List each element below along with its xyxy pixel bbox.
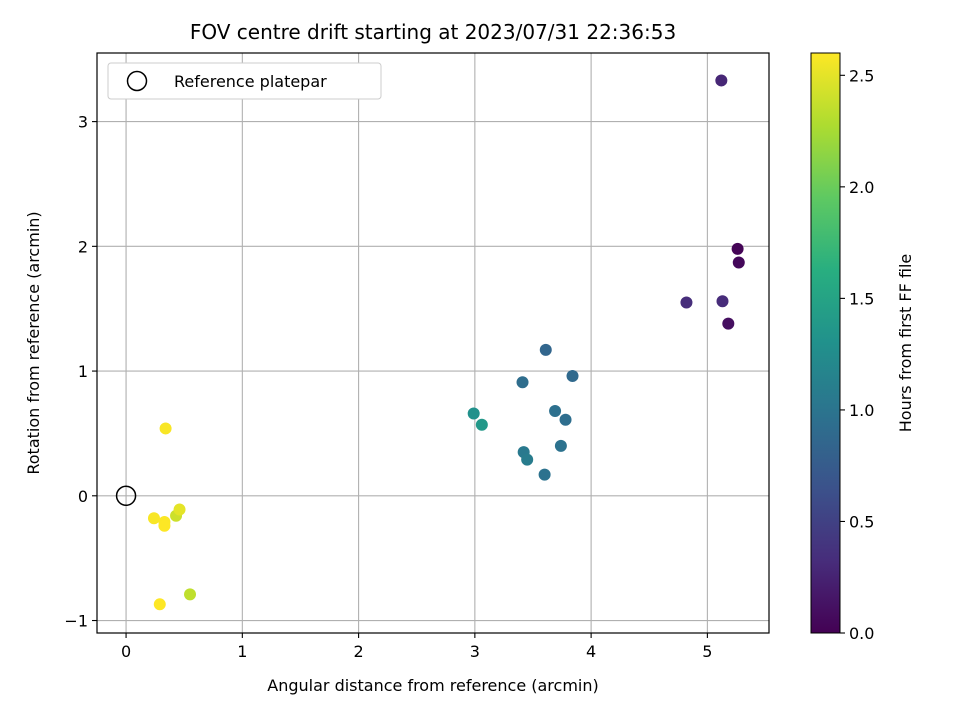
- colorbar-tick-label: 0.0: [849, 624, 874, 643]
- data-point: [732, 256, 745, 269]
- y-tick-label: 0: [78, 487, 88, 506]
- data-point: [521, 453, 534, 466]
- x-tick-label: 0: [121, 642, 131, 661]
- grid: [97, 53, 769, 633]
- data-point: [173, 503, 186, 516]
- colorbar-label: Hours from first FF file: [896, 254, 915, 433]
- data-point: [549, 404, 562, 417]
- x-tick-label: 1: [237, 642, 247, 661]
- x-tick-label: 3: [470, 642, 480, 661]
- chart-title: FOV centre drift starting at 2023/07/31 …: [190, 20, 676, 44]
- colorbar-tick-label: 2.0: [849, 178, 874, 197]
- colorbar-tick-label: 0.5: [849, 512, 874, 531]
- data-point: [467, 407, 480, 420]
- colorbar-tick-label: 2.5: [849, 66, 874, 85]
- y-tick-label: −1: [64, 612, 88, 631]
- data-point: [159, 422, 172, 435]
- y-axis: −1 0 1 2 3: [64, 113, 97, 631]
- legend-label: Reference platepar: [174, 72, 327, 91]
- colorbar-gradient: [810, 52, 841, 634]
- data-points: [115, 74, 745, 611]
- colorbar-ticks: 0.0 0.5 1.0 1.5 2.0 2.5: [840, 66, 874, 643]
- data-point: [538, 468, 551, 481]
- legend-marker-open-circle: [126, 70, 148, 92]
- x-tick-label: 4: [586, 642, 596, 661]
- data-point: [184, 588, 197, 601]
- colorbar-tick-label: 1.0: [849, 401, 874, 420]
- legend: Reference platepar: [107, 62, 382, 100]
- data-point: [722, 317, 735, 330]
- data-point: [566, 370, 579, 383]
- legend-box: [107, 62, 382, 100]
- plot-frame: [96, 52, 770, 634]
- data-point: [475, 418, 488, 431]
- data-point: [559, 413, 572, 426]
- plot-background: [97, 53, 769, 633]
- x-tick-label: 2: [353, 642, 363, 661]
- x-axis-label: Angular distance from reference (arcmin): [267, 676, 598, 695]
- x-axis: 0 1 2 3 4 5: [121, 633, 712, 661]
- colorbar-tick-label: 1.5: [849, 289, 874, 308]
- plot-area: [96, 52, 770, 634]
- y-tick-label: 3: [78, 113, 88, 132]
- data-point: [158, 519, 171, 532]
- colorbar: 0.0 0.5 1.0 1.5 2.0 2.5 Hours from first FF f…: [810, 52, 915, 643]
- data-point: [516, 376, 529, 389]
- data-point: [554, 439, 567, 452]
- data-point: [539, 343, 552, 356]
- data-point: [153, 598, 166, 611]
- data-point: [731, 242, 744, 255]
- data-point: [715, 74, 728, 87]
- y-tick-label: 2: [78, 237, 88, 256]
- y-tick-label: 1: [78, 362, 88, 381]
- reference-platepar-marker: [115, 485, 137, 507]
- data-point: [680, 296, 693, 309]
- data-point: [716, 295, 729, 308]
- x-tick-label: 5: [702, 642, 712, 661]
- y-axis-label: Rotation from reference (arcmin): [24, 211, 43, 474]
- data-point: [147, 512, 160, 525]
